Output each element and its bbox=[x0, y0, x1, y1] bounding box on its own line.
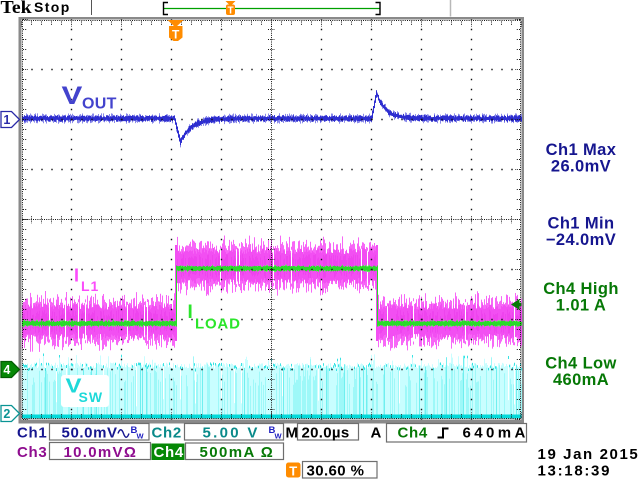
svg-text:Ch1: Ch1 bbox=[17, 425, 47, 442]
svg-text:4: 4 bbox=[3, 363, 10, 377]
svg-text:5.00 V: 5.00 V bbox=[203, 425, 260, 442]
svg-text:460mA: 460mA bbox=[553, 371, 609, 389]
svg-text:SW: SW bbox=[79, 389, 104, 405]
svg-text:10.0mVΩ: 10.0mVΩ bbox=[64, 444, 138, 461]
svg-text:Ch4 Low: Ch4 Low bbox=[545, 355, 617, 373]
svg-text:T: T bbox=[228, 6, 234, 17]
svg-text:Ch2: Ch2 bbox=[152, 425, 182, 442]
svg-text:B: B bbox=[269, 425, 276, 436]
svg-text:Tek: Tek bbox=[1, 0, 33, 18]
svg-text:T: T bbox=[172, 28, 180, 42]
svg-text:V: V bbox=[62, 81, 83, 109]
svg-text:1: 1 bbox=[3, 113, 10, 127]
svg-text:50.0mV: 50.0mV bbox=[62, 425, 118, 442]
svg-text:Ch4: Ch4 bbox=[398, 425, 428, 442]
svg-text:I: I bbox=[74, 266, 79, 286]
svg-text:30.60 %: 30.60 % bbox=[307, 463, 365, 479]
svg-text:L1: L1 bbox=[81, 278, 99, 294]
svg-text:M: M bbox=[286, 425, 299, 442]
svg-text:−24.0mV: −24.0mV bbox=[546, 231, 616, 249]
svg-text:LOAD: LOAD bbox=[195, 316, 241, 333]
svg-text:19 Jan 2015: 19 Jan 2015 bbox=[538, 446, 640, 463]
svg-text:Stop: Stop bbox=[34, 0, 71, 15]
svg-text:T: T bbox=[289, 464, 297, 479]
svg-text:13:18:39: 13:18:39 bbox=[538, 463, 612, 479]
svg-text:I: I bbox=[188, 302, 193, 323]
svg-text:2: 2 bbox=[3, 407, 10, 421]
svg-text:Ch4 High: Ch4 High bbox=[543, 280, 619, 298]
svg-text:B: B bbox=[131, 425, 138, 436]
svg-text:Ch1 Min: Ch1 Min bbox=[548, 215, 615, 233]
svg-text:Ch1 Max: Ch1 Max bbox=[546, 141, 617, 159]
svg-text:20.0µs: 20.0µs bbox=[302, 425, 350, 442]
svg-text:Ch3: Ch3 bbox=[17, 444, 47, 461]
svg-text:V: V bbox=[66, 374, 82, 397]
svg-text:1.01 A: 1.01 A bbox=[556, 297, 606, 315]
svg-text:640mA: 640mA bbox=[463, 425, 529, 442]
svg-text:26.0mV: 26.0mV bbox=[551, 158, 611, 176]
svg-text:OUT: OUT bbox=[82, 96, 117, 113]
svg-text:W: W bbox=[275, 432, 283, 441]
svg-text:A: A bbox=[371, 425, 382, 442]
svg-text:W: W bbox=[137, 432, 145, 441]
svg-text:500mA Ω: 500mA Ω bbox=[200, 444, 275, 461]
svg-text:Ch4: Ch4 bbox=[154, 444, 184, 461]
